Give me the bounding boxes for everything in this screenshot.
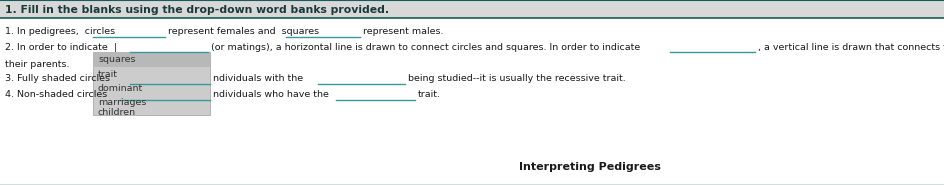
Text: dominant: dominant — [98, 85, 143, 93]
FancyBboxPatch shape — [93, 52, 210, 115]
Text: 1. In pedigrees,  circles: 1. In pedigrees, circles — [5, 28, 115, 36]
Text: ndividuals who have the: ndividuals who have the — [212, 90, 329, 100]
Text: trait: trait — [98, 70, 118, 80]
Text: (or matings), a horizontal line is drawn to connect circles and squares. In orde: (or matings), a horizontal line is drawn… — [211, 43, 640, 51]
Text: 3. Fully shaded circles: 3. Fully shaded circles — [5, 75, 110, 83]
Text: represent females and  squares: represent females and squares — [168, 28, 319, 36]
Text: marriages: marriages — [98, 98, 146, 107]
Text: children: children — [98, 108, 136, 117]
Text: trait.: trait. — [417, 90, 441, 100]
Text: ndividuals with the: ndividuals with the — [212, 75, 303, 83]
Text: 4. Non-shaded circles: 4. Non-shaded circles — [5, 90, 107, 100]
Text: being studied--it is usually the recessive trait.: being studied--it is usually the recessi… — [408, 75, 625, 83]
Text: represent males.: represent males. — [362, 28, 443, 36]
Text: Interpreting Pedigrees: Interpreting Pedigrees — [518, 162, 660, 172]
Text: 1. Fill in the blanks using the drop-down word banks provided.: 1. Fill in the blanks using the drop-dow… — [5, 5, 389, 15]
Text: , a vertical line is drawn that connects them together with: , a vertical line is drawn that connects… — [757, 43, 944, 51]
Text: 2. In order to indicate  |: 2. In order to indicate | — [5, 43, 117, 51]
Text: their parents.: their parents. — [5, 60, 70, 70]
FancyBboxPatch shape — [93, 52, 210, 67]
Text: squares: squares — [98, 56, 135, 65]
FancyBboxPatch shape — [0, 0, 944, 18]
